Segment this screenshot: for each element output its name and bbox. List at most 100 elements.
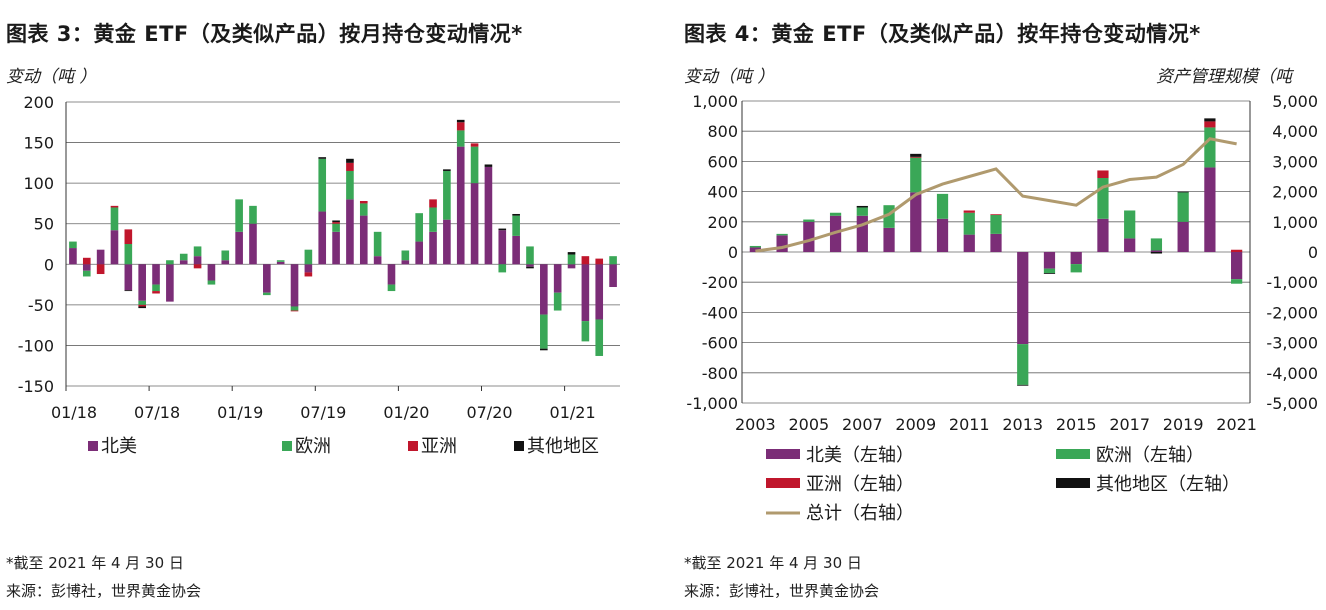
monthly-bar-north-america <box>235 231 243 265</box>
y-tick-label: 400 <box>707 183 738 202</box>
monthly-bar-north-america <box>526 264 534 267</box>
x-tick-label: 2003 <box>735 415 776 434</box>
monthly-bar-north-america <box>96 249 105 265</box>
y-tick-label: -150 <box>18 377 54 396</box>
y2-tick-label: 2,000 <box>1272 183 1318 202</box>
monthly-bar-asia <box>456 122 465 131</box>
total-line <box>755 137 1237 253</box>
monthly-bar-europe <box>69 241 77 249</box>
y-tick-label: 150 <box>23 134 54 153</box>
legend-label-other: 其他地区（左轴） <box>1096 474 1240 495</box>
y2-tick-label: -1,000 <box>1266 273 1318 292</box>
panel-monthly: 图表 3：黄金 ETF（及类似产品）按月持仓变动情况* 变动（吨 ） -150-… <box>0 0 660 610</box>
annual-bar-europe <box>829 212 842 216</box>
monthly-bar-north-america <box>470 183 479 265</box>
y2-tick-label: 3,000 <box>1272 152 1318 171</box>
annual-bar-north-america <box>963 234 975 252</box>
legend-label-asia: 亚洲（左轴） <box>806 474 914 495</box>
monthly-bar-north-america <box>318 211 327 265</box>
monthly-bar-europe <box>179 253 188 261</box>
x-tick-label: 2005 <box>788 415 829 434</box>
y-tick-label: -400 <box>702 303 738 322</box>
x-tick-label: 2019 <box>1163 415 1204 434</box>
monthly-bar-europe <box>526 246 534 265</box>
y-tick-label: 50 <box>34 215 54 234</box>
annual-bar-asia <box>963 210 975 213</box>
monthly-bar-europe <box>332 223 340 232</box>
annual-bar-other <box>1177 191 1189 193</box>
annual-bar-north-america <box>1043 252 1056 269</box>
x-tick-label: 01/20 <box>383 403 429 422</box>
source-note: 来源：彭博社，世界黄金协会 <box>684 582 880 600</box>
monthly-bar-north-america <box>207 264 216 281</box>
monthly-bar-other <box>512 213 520 216</box>
monthly-bar-other <box>498 228 507 231</box>
legend-label-north-america: 北美 <box>101 436 137 457</box>
monthly-bar-other <box>456 119 465 123</box>
monthly-bar-asia <box>96 264 105 275</box>
monthly-bar-europe <box>595 319 604 356</box>
annual-bar-europe <box>803 219 815 222</box>
monthly-bar-north-america <box>179 260 188 265</box>
monthly-bar-other <box>318 157 327 159</box>
annual-bar-other <box>1204 118 1216 122</box>
y2-tick-label: 4,000 <box>1272 122 1318 141</box>
legend-swatch-asia <box>766 478 800 488</box>
monthly-bar-north-america <box>373 256 382 265</box>
y2-tick-label: -5,000 <box>1266 394 1318 413</box>
monthly-bar-europe <box>276 260 285 262</box>
monthly-bar-europe <box>110 207 119 231</box>
monthly-bar-north-america <box>166 264 174 302</box>
legend-label-north-america: 北美（左轴） <box>806 445 914 466</box>
annual-bar-europe <box>963 212 975 235</box>
annual-bar-europe <box>1070 264 1082 273</box>
monthly-bar-north-america <box>124 264 133 291</box>
monthly-bar-europe <box>387 284 396 292</box>
monthly-bar-asia <box>138 304 146 307</box>
monthly-bar-europe <box>456 130 465 147</box>
y-tick-label: 0 <box>728 243 738 262</box>
annual-bar-other <box>1150 252 1163 254</box>
monthly-bar-europe <box>540 314 548 349</box>
monthly-bar-north-america <box>69 248 77 265</box>
y-tick-label: 1,000 <box>692 92 738 111</box>
monthly-bar-asia <box>470 143 479 147</box>
monthly-bar-north-america <box>138 264 146 301</box>
monthly-bar-asia <box>193 264 202 269</box>
annual-bar-europe <box>1017 344 1029 385</box>
annual-bar-other <box>910 153 922 157</box>
legend-swatch-other <box>1056 478 1090 488</box>
y-tick-label: -1,000 <box>686 394 738 413</box>
monthly-bar-north-america <box>401 260 410 265</box>
monthly-chart-svg: -150 -100 -50 0 50 100 150 200 01/18 07/18 01/19 07… <box>18 93 620 457</box>
monthly-bar-asia <box>290 310 299 312</box>
annual-bar-europe <box>1043 268 1056 274</box>
legend-label-asia: 亚洲 <box>421 436 457 457</box>
x-tick-label: 2009 <box>895 415 936 434</box>
monthly-bar-europe <box>263 292 271 296</box>
x-tick-label: 07/20 <box>466 403 512 422</box>
y-axis-unit: 变动（吨 ） <box>684 67 775 87</box>
legend-label-total: 总计（右轴） <box>806 503 914 524</box>
monthly-bar-north-america <box>82 264 91 271</box>
annual-bar-europe <box>1204 127 1216 168</box>
y-tick-label: 200 <box>707 213 738 232</box>
y2-tick-label: 5,000 <box>1272 92 1318 111</box>
annual-bar-north-america <box>883 227 895 252</box>
monthly-bar-europe <box>207 280 216 285</box>
y2-tick-label: -4,000 <box>1266 364 1318 383</box>
annual-bar-europe <box>1177 192 1189 222</box>
y-tick-label: 600 <box>707 152 738 171</box>
monthly-bar-europe <box>152 284 160 292</box>
monthly-bar-other <box>124 290 133 292</box>
annual-bar-other <box>1043 273 1056 274</box>
monthly-bar-north-america <box>553 264 562 293</box>
monthly-bar-europe <box>470 146 479 184</box>
monthly-bar-other <box>346 158 354 163</box>
y2-tick-label: 1,000 <box>1272 213 1318 232</box>
monthly-bar-europe <box>553 292 562 311</box>
monthly-bar-europe <box>498 264 507 273</box>
monthly-bar-north-america <box>429 231 437 265</box>
y-tick-label: 800 <box>707 122 738 141</box>
annual-bar-asia <box>1204 121 1216 128</box>
